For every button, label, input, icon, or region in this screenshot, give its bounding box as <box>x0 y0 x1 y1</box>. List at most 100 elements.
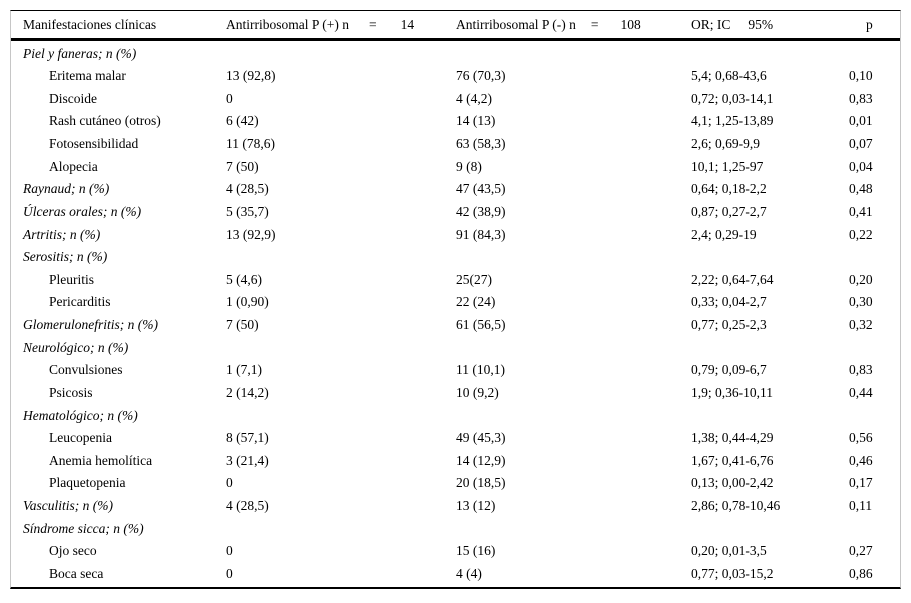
cell-p-value: 0,10 <box>849 68 873 84</box>
cell-antirribosomal-negative: 15 (16) <box>456 543 496 559</box>
cell-antirribosomal-positive: 3 (21,4) <box>226 452 269 468</box>
cell-antirribosomal-negative: 42 (38,9) <box>456 203 506 219</box>
cell-or-ic95: 0,64; 0,18-2,2 <box>691 181 767 197</box>
row-label: Fotosensibilidad <box>49 136 139 152</box>
cell-p-value: 0,46 <box>849 452 873 468</box>
table-row: Hematológico; n (%) <box>11 404 900 427</box>
table-row: Plaquetopenia 0 20 (18,5) 0,13; 0,00-2,42 0,… <box>11 472 900 495</box>
cell-antirribosomal-positive: 0 <box>226 565 233 581</box>
cell-antirribosomal-positive: 13 (92,8) <box>226 68 276 84</box>
cell-antirribosomal-positive: 8 (57,1) <box>226 430 269 446</box>
cell-p-value: 0,86 <box>849 565 873 581</box>
cell-p-value: 0,83 <box>849 362 873 378</box>
cell-antirribosomal-negative: 91 (84,3) <box>456 226 506 242</box>
table-row: Rash cutáneo (otros) 6 (42) 14 (13) 4,1; 1,… <box>11 110 900 133</box>
cell-antirribosomal-negative: 14 (13) <box>456 113 496 129</box>
row-label: Boca seca <box>49 565 104 581</box>
header-ci-95-label: 95% <box>748 16 774 32</box>
row-label: Pericarditis <box>49 294 111 310</box>
cell-antirribosomal-negative: 13 (12) <box>456 498 496 514</box>
table-row: Psicosis 2 (14,2) 10 (9,2) 1,9; 0,36-10,11 0… <box>11 381 900 404</box>
table-row: Leucopenia 8 (57,1) 49 (45,3) 1,38; 0,44-4,… <box>11 427 900 450</box>
table-row: Artritis; n (%) 13 (92,9) 91 (84,3) 2,4; 0,… <box>11 223 900 246</box>
cell-antirribosomal-negative: 4 (4) <box>456 565 482 581</box>
cell-p-value: 0,30 <box>849 294 873 310</box>
row-label: Anemia hemolítica <box>49 452 153 468</box>
row-label: Rash cutáneo (otros) <box>49 113 161 129</box>
table-row: Discoide 0 4 (4,2) 0,72; 0,03-14,1 0,83 <box>11 87 900 110</box>
header-antirribosomal-negative: Antirribosomal P (-) n = 108 <box>456 18 691 32</box>
cell-p-value: 0,83 <box>849 90 873 106</box>
cell-antirribosomal-positive: 5 (35,7) <box>226 203 269 219</box>
table-row: Pericarditis 1 (0,90) 22 (24) 0,33; 0,04-2,… <box>11 291 900 314</box>
cell-or-ic95: 2,22; 0,64-7,64 <box>691 271 774 287</box>
row-label: Psicosis <box>49 384 93 400</box>
table-row: Boca seca 0 4 (4) 0,77; 0,03-15,2 0,86 <box>11 562 900 585</box>
cell-antirribosomal-positive: 11 (78,6) <box>226 136 275 152</box>
header-p-value: p <box>866 16 873 32</box>
cell-antirribosomal-positive: 5 (4,6) <box>226 271 262 287</box>
cell-or-ic95: 4,1; 1,25-13,89 <box>691 113 774 129</box>
header-n-positive-value: 14 <box>400 16 415 32</box>
cell-antirribosomal-positive: 0 <box>226 543 233 559</box>
table-row: Ojo seco 0 15 (16) 0,20; 0,01-3,5 0,27 <box>11 540 900 563</box>
cell-antirribosomal-negative: 4 (4,2) <box>456 90 492 106</box>
equals-sign: = <box>368 16 377 32</box>
table-row: Vasculitis; n (%) 4 (28,5) 13 (12) 2,86; 0,… <box>11 495 900 518</box>
row-label: Glomerulonefritis; n (%) <box>23 317 158 333</box>
table-row: Convulsiones 1 (7,1) 11 (10,1) 0,79; 0,09-6… <box>11 359 900 382</box>
table-row: Síndrome sicca; n (%) <box>11 517 900 540</box>
row-label: Convulsiones <box>49 362 123 378</box>
row-label: Piel y faneras; n (%) <box>23 45 137 61</box>
cell-antirribosomal-negative: 76 (70,3) <box>456 68 506 84</box>
cell-antirribosomal-positive: 4 (28,5) <box>226 181 269 197</box>
row-label: Hematológico; n (%) <box>23 407 138 423</box>
header-antirribosomal-negative-label: Antirribosomal P (-) n <box>456 16 576 32</box>
cell-or-ic95: 0,20; 0,01-3,5 <box>691 543 767 559</box>
cell-antirribosomal-negative: 47 (43,5) <box>456 181 506 197</box>
cell-antirribosomal-positive: 0 <box>226 90 233 106</box>
cell-or-ic95: 0,77; 0,25-2,3 <box>691 317 767 333</box>
row-label: Úlceras orales; n (%) <box>23 203 142 219</box>
cell-p-value: 0,56 <box>849 430 873 446</box>
cell-p-value: 0,48 <box>849 181 873 197</box>
cell-or-ic95: 0,77; 0,03-15,2 <box>691 565 774 581</box>
row-label: Pleuritis <box>49 271 95 287</box>
cell-or-ic95: 2,4; 0,29-19 <box>691 226 757 242</box>
cell-p-value: 0,44 <box>849 384 873 400</box>
cell-p-value: 0,27 <box>849 543 873 559</box>
table-row: Fotosensibilidad 11 (78,6) 63 (58,3) 2,6; 0… <box>11 133 900 156</box>
table-row: Úlceras orales; n (%) 5 (35,7) 42 (38,9) 0,… <box>11 200 900 223</box>
cell-p-value: 0,22 <box>849 226 873 242</box>
cell-p-value: 0,41 <box>849 203 873 219</box>
row-label: Discoide <box>49 90 97 106</box>
cell-or-ic95: 0,13; 0,00-2,42 <box>691 475 774 491</box>
row-label: Síndrome sicca; n (%) <box>23 520 144 536</box>
cell-or-ic95: 0,33; 0,04-2,7 <box>691 294 767 310</box>
cell-antirribosomal-positive: 0 <box>226 475 233 491</box>
cell-antirribosomal-negative: 22 (24) <box>456 294 496 310</box>
cell-or-ic95: 0,87; 0,27-2,7 <box>691 203 767 219</box>
cell-or-ic95: 1,67; 0,41-6,76 <box>691 452 774 468</box>
table-row: Anemia hemolítica 3 (21,4) 14 (12,9) 1,67; … <box>11 449 900 472</box>
header-antirribosomal-positive: Antirribosomal P (+) n = 14 <box>226 18 456 32</box>
cell-antirribosomal-positive: 13 (92,9) <box>226 226 276 242</box>
row-label: Plaquetopenia <box>49 475 126 491</box>
cell-p-value: 0,01 <box>849 113 873 129</box>
header-n-negative-value: 108 <box>620 16 641 32</box>
cell-or-ic95: 0,72; 0,03-14,1 <box>691 90 774 106</box>
table-row: Glomerulonefritis; n (%) 7 (50) 61 (56,5) 0… <box>11 314 900 337</box>
cell-or-ic95: 1,38; 0,44-4,29 <box>691 430 774 446</box>
cell-or-ic95: 5,4; 0,68-43,6 <box>691 68 767 84</box>
row-label: Serositis; n (%) <box>23 249 108 265</box>
row-label: Artritis; n (%) <box>23 226 101 242</box>
table-row: Alopecia 7 (50) 9 (8) 10,1; 1,25-97 0,04 <box>11 155 900 178</box>
cell-antirribosomal-negative: 49 (45,3) <box>456 430 506 446</box>
cell-p-value: 0,07 <box>849 136 873 152</box>
cell-antirribosomal-negative: 11 (10,1) <box>456 362 505 378</box>
table-row: Pleuritis 5 (4,6) 25(27) 2,22; 0,64-7,64 0,2… <box>11 268 900 291</box>
header-antirribosomal-positive-label: Antirribosomal P (+) n <box>226 16 349 32</box>
header-manifestaciones-clinicas: Manifestaciones clínicas <box>23 16 157 32</box>
cell-antirribosomal-positive: 1 (0,90) <box>226 294 269 310</box>
table-row: Serositis; n (%) <box>11 246 900 269</box>
